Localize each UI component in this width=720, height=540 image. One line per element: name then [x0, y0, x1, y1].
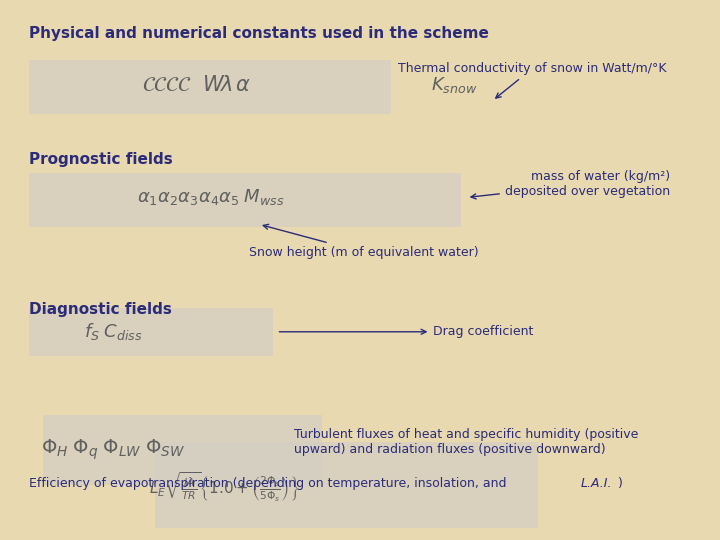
Text: $\alpha_1\alpha_2\alpha_3\alpha_4\alpha_5\;M_{wss}$: $\alpha_1\alpha_2\alpha_3\alpha_4\alpha_…	[137, 187, 284, 207]
Text: $f_S \; C_{diss}$: $f_S \; C_{diss}$	[84, 321, 142, 342]
FancyBboxPatch shape	[30, 308, 273, 356]
FancyBboxPatch shape	[30, 173, 461, 227]
Text: Thermal conductivity of snow in Watt/m/°K: Thermal conductivity of snow in Watt/m/°…	[398, 62, 667, 98]
Text: Drag coefficient: Drag coefficient	[279, 325, 534, 338]
Text: $\Phi_H \; \Phi_q \; \Phi_{LW} \; \Phi_{SW}$: $\Phi_H \; \Phi_q \; \Phi_{LW} \; \Phi_{…	[41, 438, 185, 462]
Text: Snow height (m of equivalent water): Snow height (m of equivalent water)	[248, 224, 478, 259]
Text: Physical and numerical constants used in the scheme: Physical and numerical constants used in…	[30, 25, 489, 40]
Text: Diagnostic fields: Diagnostic fields	[30, 302, 172, 317]
FancyBboxPatch shape	[155, 442, 538, 528]
Text: $L_E \sqrt{\frac{IA}{TR}} \left\{1.0 + \left(\frac{2\Phi_s}{5\Phi_s}\right)\righ: $L_E \sqrt{\frac{IA}{TR}} \left\{1.0 + \…	[149, 471, 300, 504]
Text: ): )	[618, 477, 624, 490]
Text: $K_{snow}$: $K_{snow}$	[431, 75, 477, 94]
Text: Efficiency of evapotranspiration (depending on temperature, insolation, and: Efficiency of evapotranspiration (depend…	[30, 477, 510, 490]
Text: Prognostic fields: Prognostic fields	[30, 152, 173, 167]
FancyBboxPatch shape	[30, 60, 392, 114]
Text: L.A.I.: L.A.I.	[581, 477, 613, 490]
Text: $\mathcal{C}\mathcal{C}\mathcal{C}\mathcal{C}$  $W\!\lambda\,\alpha$: $\mathcal{C}\mathcal{C}\mathcal{C}\mathc…	[142, 75, 251, 94]
FancyBboxPatch shape	[43, 415, 322, 485]
Text: mass of water (kg/m²)
deposited over vegetation: mass of water (kg/m²) deposited over veg…	[471, 170, 670, 199]
Text: Turbulent fluxes of heat and specific humidity (positive
upward) and radiation f: Turbulent fluxes of heat and specific hu…	[294, 428, 639, 456]
